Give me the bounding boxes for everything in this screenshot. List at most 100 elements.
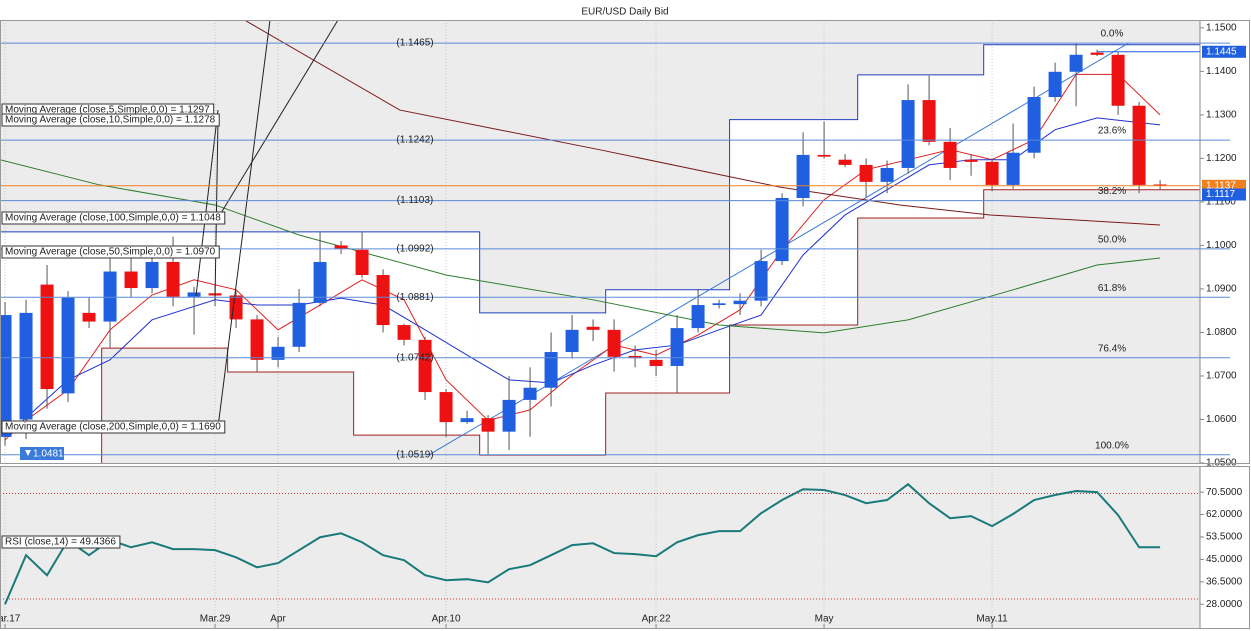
candle-body <box>754 261 768 301</box>
off-chart-arrow <box>25 450 31 456</box>
candle-body <box>355 249 369 276</box>
candle-body <box>628 355 642 359</box>
ma-label: Moving Average (close,200,Simple,0,0) = … <box>5 422 221 433</box>
candle-body <box>145 261 159 289</box>
y-tick-label: 1.1400 <box>1206 66 1237 77</box>
candle-body <box>460 418 474 423</box>
candle-body <box>880 167 894 182</box>
ma-label: Moving Average (close,10,Simple,0,0) = 1… <box>5 115 216 126</box>
candle-body <box>985 161 999 185</box>
moving-average <box>244 20 1161 226</box>
moving-average <box>0 159 1161 334</box>
ma-label-box <box>1 420 226 434</box>
candle-body <box>376 275 390 326</box>
channel-fill <box>227 231 354 373</box>
y-tick-label: 1.0600 <box>1206 414 1237 425</box>
channel-fill <box>605 289 730 393</box>
candle-body <box>397 325 411 340</box>
label-connector <box>214 119 219 301</box>
x-tick-label: May.11 <box>976 614 1008 625</box>
y-tick-label: 1.1300 <box>1206 110 1237 121</box>
candle-body <box>922 100 936 142</box>
fib-price-label: (1.1242) <box>396 135 433 146</box>
candle-body <box>250 319 264 360</box>
x-tick-label: Mar.29 <box>200 614 231 625</box>
candle-body <box>607 329 621 357</box>
price-marker-label: 1.1445 <box>1206 46 1237 57</box>
channel-fill <box>983 44 1200 190</box>
label-connector <box>195 109 219 297</box>
candle-body <box>502 399 516 432</box>
channel-upper <box>0 44 1200 314</box>
candle-body <box>439 392 453 423</box>
fib-ratio-label: 76.4% <box>1098 343 1126 354</box>
fib-price-label: (1.0742) <box>396 352 433 363</box>
y-tick-label: 1.1100 <box>1206 197 1236 208</box>
ma-label: Moving Average (close,100,Simple,0,0) = … <box>5 213 221 224</box>
off-chart-label: 1.0481 <box>33 449 64 460</box>
candle-body <box>1132 105 1146 185</box>
layers: Mar.17 Mar.29 Apr Apr.10 Apr.22 May May.11 (1.1… <box>0 20 1250 629</box>
ma-label: Moving Average (close,5,Simple,0,0) = 1.… <box>5 105 210 116</box>
candle-body <box>691 305 705 329</box>
fib-ratio-label: 61.8% <box>1098 283 1126 294</box>
candle-body <box>292 302 306 347</box>
channel-fill <box>857 74 984 219</box>
price-marker-box <box>1202 188 1246 201</box>
fib-ratio-label: 23.6% <box>1098 126 1126 137</box>
candle-body <box>481 418 495 432</box>
x-tick-label: Apr <box>270 614 286 625</box>
candle-body <box>670 328 684 366</box>
price-border <box>0 20 1250 464</box>
candle-body <box>124 271 138 289</box>
ma-label-box <box>1 245 220 259</box>
rsi-plot <box>0 466 1200 628</box>
candle-body <box>544 352 558 388</box>
candle-body <box>565 329 579 353</box>
channel-fill <box>353 231 480 436</box>
candle-body <box>313 261 327 303</box>
candle-body <box>1048 71 1062 98</box>
y-tick-label: 1.1200 <box>1206 153 1237 164</box>
fib-ratio-label: 0.0% <box>1101 29 1124 40</box>
candle-body <box>964 159 978 162</box>
label-connector <box>217 20 271 428</box>
y-tick-label: 45.0000 <box>1206 554 1243 565</box>
rsi-border <box>0 466 1250 629</box>
candle-body <box>523 387 537 400</box>
price-marker-label: 1.1137 <box>1206 180 1236 191</box>
price-marker-box <box>1202 45 1246 58</box>
moving-average <box>4 117 1161 438</box>
candle-body <box>796 154 810 198</box>
candle-body <box>817 154 831 157</box>
fib-price-label: (1.0881) <box>396 292 433 303</box>
fib-price-label: (1.1103) <box>397 195 434 206</box>
candle-body <box>334 245 348 249</box>
fib-ratio-label: 38.2% <box>1098 186 1126 197</box>
y-tick-label: 1.0800 <box>1206 327 1237 338</box>
candle-body <box>0 315 12 437</box>
candle-body <box>187 292 201 297</box>
fib-ratio-label: 50.0% <box>1098 235 1126 246</box>
price-plot <box>0 20 1200 463</box>
rsi-line <box>4 482 1161 605</box>
candle-body <box>418 339 432 393</box>
candle-body <box>775 197 789 262</box>
y-tick-label: 1.0700 <box>1206 371 1237 382</box>
fib-ratio-label: 100.0% <box>1095 440 1129 451</box>
channel-fill <box>479 312 606 456</box>
y-tick-label: 36.5000 <box>1206 576 1243 587</box>
x-tick-label: May <box>815 614 834 625</box>
candle-body <box>229 295 243 320</box>
x-tick-label: Apr.10 <box>432 614 461 625</box>
candle-body <box>61 297 75 394</box>
candle-body <box>859 164 873 182</box>
chart-title: EUR/USD Daily Bid <box>581 7 668 18</box>
candle-body <box>19 312 33 420</box>
channel-lower <box>101 189 1200 456</box>
candle-body <box>82 312 96 322</box>
candle-body <box>901 100 915 168</box>
moving-average <box>4 73 1161 441</box>
candle-body <box>586 326 600 330</box>
